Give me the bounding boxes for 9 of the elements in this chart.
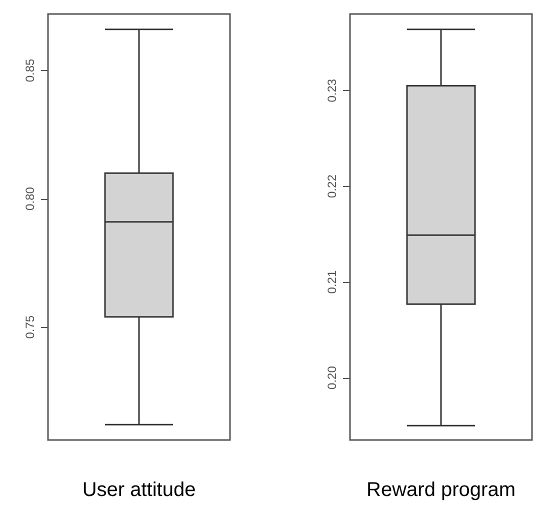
y-tick-label: 0.22 (325, 174, 339, 198)
x-tick-label: User attitude (82, 479, 196, 501)
y-tick-label: 0.20 (325, 366, 339, 390)
x-tick-label: Reward program (366, 479, 516, 501)
y-tick-label: 0.75 (23, 315, 37, 339)
y-tick-label: 0.85 (23, 58, 37, 82)
y-tick-label: 0.80 (23, 186, 37, 210)
y-tick-label: 0.23 (325, 78, 339, 102)
y-tick-label: 0.21 (325, 270, 339, 294)
